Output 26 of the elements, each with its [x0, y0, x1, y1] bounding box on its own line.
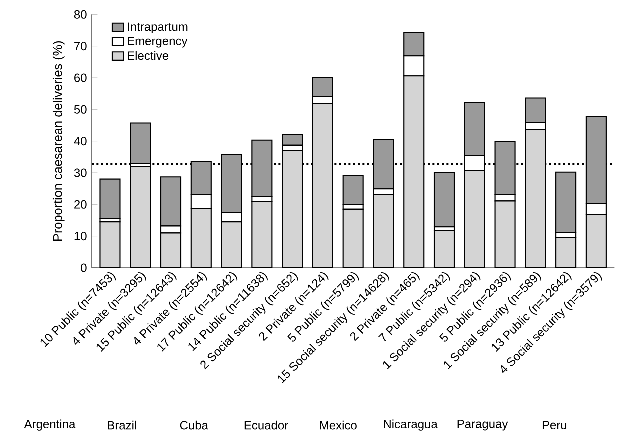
legend-label: Intrapartum [128, 22, 188, 34]
y-tick-label: 30 [74, 168, 87, 178]
y-axis-title: Proportion caesarean deliveries (%) [52, 41, 65, 241]
bar [130, 122, 152, 164]
text: Nicaragua [384, 420, 438, 431]
y-tick-label: 0 [81, 264, 87, 272]
bar [342, 175, 364, 206]
legend-label: Elective [128, 51, 169, 60]
text: Brazil [108, 420, 136, 430]
y-tick-label: 70 [74, 42, 87, 50]
y-tick-label: 60 [74, 74, 87, 82]
text: Argentina [24, 420, 76, 431]
y-tick-label: 10 [74, 232, 87, 240]
y-tick-label: 50 [74, 105, 87, 114]
text: Mexico [320, 420, 357, 430]
y-tick-label: 80 [74, 10, 87, 19]
text: Paraguay [458, 420, 508, 431]
text: Cuba [180, 420, 208, 430]
y-tick-label: 40 [74, 136, 87, 146]
text: Peru [542, 420, 567, 430]
y-tick-label: 20 [74, 200, 87, 209]
legend-label: Emergency [128, 36, 188, 48]
bar [556, 172, 577, 234]
text: Ecuador [244, 420, 288, 430]
bar [100, 178, 121, 220]
bar [434, 172, 456, 228]
